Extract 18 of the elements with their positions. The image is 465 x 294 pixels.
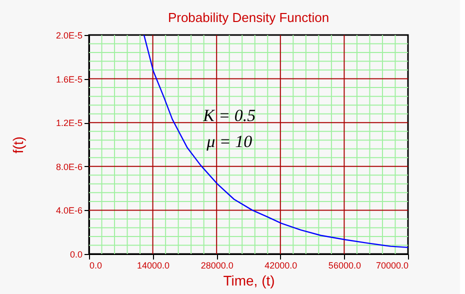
y-tick-label: 0.0	[70, 250, 82, 260]
x-axis-title: Time, (t)	[223, 272, 275, 288]
x-tick-label: 42000.0	[264, 260, 298, 270]
x-tick-label: 14000.0	[137, 260, 170, 270]
x-tick-label: 70000.0	[376, 260, 408, 270]
chart-title: Probability Density Function	[168, 10, 330, 25]
x-tick-label: 28000.0	[200, 260, 234, 270]
annotation: μ = 10	[206, 132, 253, 152]
y-tick-label: 1.2E-5	[56, 118, 82, 128]
line-series	[143, 35, 408, 248]
x-tick-label: 0.0	[90, 260, 102, 270]
annotation: K = 0.5	[202, 106, 256, 126]
y-axis-title: f(t)	[10, 136, 26, 154]
y-tick-label: 8.0E-6	[56, 162, 82, 172]
y-tick-label: 4.0E-6	[56, 206, 82, 216]
y-tick-label: 1.6E-5	[56, 74, 82, 84]
x-tick-label: 56000.0	[328, 260, 361, 270]
y-tick-label: 2.0E-5	[56, 30, 82, 40]
